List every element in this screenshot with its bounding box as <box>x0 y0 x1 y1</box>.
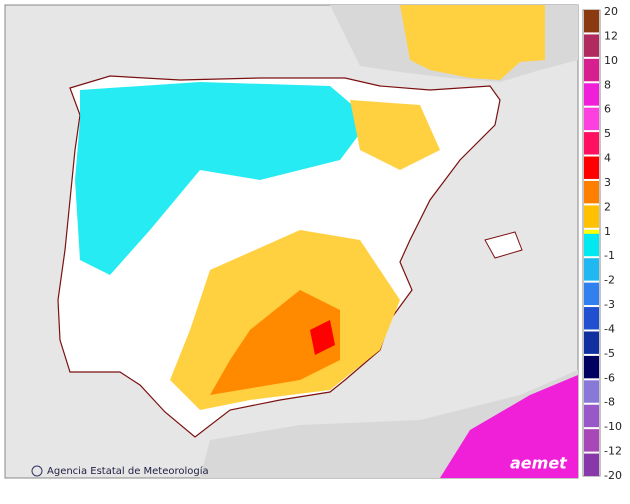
legend-label: -6 <box>604 371 615 384</box>
legend-swatch <box>584 83 599 106</box>
legend-swatch <box>584 233 599 257</box>
legend-label: 12 <box>604 29 618 42</box>
france-anomaly <box>400 5 545 80</box>
map: Agencia Estatal de Meteorología aemet <box>4 4 579 479</box>
legend-swatch <box>584 156 599 179</box>
logo: aemet <box>510 454 568 473</box>
legend-label: -20 <box>604 469 622 482</box>
legend-swatch <box>584 132 599 155</box>
legend-label: 4 <box>604 152 611 165</box>
credit: Agencia Estatal de Meteorología <box>47 465 209 477</box>
legend-swatch <box>584 380 599 403</box>
legend-label: -4 <box>604 322 615 335</box>
legend-swatch <box>584 404 599 428</box>
legend-swatch <box>584 107 599 131</box>
legend-label: -3 <box>604 298 615 311</box>
legend-swatch <box>584 331 599 354</box>
legend-swatch <box>584 34 599 57</box>
legend-swatch <box>584 453 599 476</box>
legend-label: 10 <box>604 54 618 67</box>
legend-swatch <box>584 307 599 330</box>
legend-swatch <box>584 429 599 452</box>
legend-label: 8 <box>604 78 611 91</box>
copyright-icon <box>31 465 43 477</box>
legend-swatch <box>584 282 599 306</box>
legend-swatch <box>584 355 599 379</box>
legend-label: -2 <box>604 274 615 287</box>
legend-label: 2 <box>604 200 611 213</box>
hot-area <box>210 290 340 395</box>
legend-label: -8 <box>604 396 615 409</box>
legend-swatch <box>584 205 599 228</box>
africa-anomaly <box>440 375 578 478</box>
legend-label: 5 <box>604 127 611 140</box>
legend-label: -10 <box>604 420 622 433</box>
legend-swatch <box>584 58 599 82</box>
legend: 20 12 10 8 6 5 4 3 2 1 -1 -2 -3 -4 -5 -6 -8 -10 -12 -20 <box>582 5 622 482</box>
legend-swatch <box>584 10 599 33</box>
balearic <box>484 231 523 259</box>
warm-area <box>350 100 440 170</box>
legend-label: 3 <box>604 176 611 189</box>
legend-label: -5 <box>604 347 615 360</box>
legend-swatch <box>584 180 599 204</box>
legend-label: -12 <box>604 445 622 458</box>
cool-area <box>75 82 370 275</box>
legend-label: 6 <box>604 103 611 116</box>
legend-label: 1 <box>604 225 611 238</box>
legend-swatch <box>584 258 599 281</box>
hottest-area <box>310 320 335 355</box>
legend-label: 20 <box>604 5 618 18</box>
legend-label: -1 <box>604 249 615 262</box>
